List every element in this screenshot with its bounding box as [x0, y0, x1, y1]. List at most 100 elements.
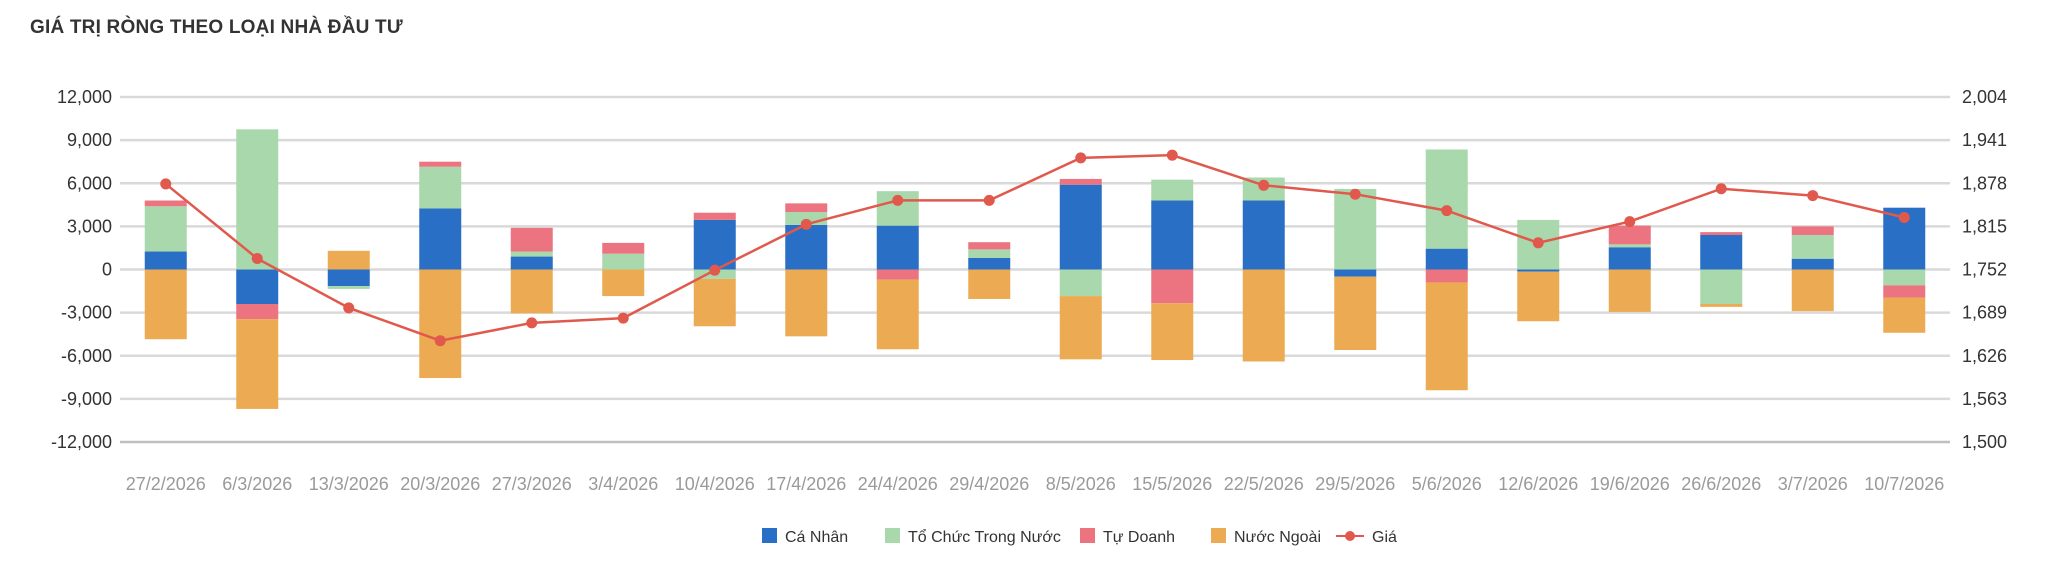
x-tick-label: 29/5/2026 — [1315, 474, 1395, 494]
bar-segment — [1334, 269, 1377, 277]
bar-segment — [144, 206, 187, 252]
price-point — [1258, 179, 1270, 191]
legend-swatch — [1211, 528, 1226, 543]
bar-segment — [1151, 303, 1194, 361]
bar-segment — [693, 278, 736, 327]
bar-segment — [1608, 247, 1651, 270]
x-tick-label: 22/5/2026 — [1224, 474, 1304, 494]
price-point — [1441, 205, 1453, 217]
bar-segment — [876, 269, 919, 280]
legend-label: Tự Doanh — [1103, 529, 1175, 546]
bar-segment — [1425, 248, 1468, 270]
bar-segment — [1425, 149, 1468, 249]
price-point — [1166, 149, 1178, 161]
bar-segment — [1151, 179, 1194, 201]
bar-segment — [968, 269, 1011, 299]
bar-segment — [1791, 226, 1834, 235]
legend-label: Nước Ngoài — [1234, 529, 1321, 546]
x-tick-label: 5/6/2026 — [1412, 474, 1482, 494]
y2-tick-label: 1,563 — [1962, 389, 2007, 409]
legend-label: Cá Nhân — [785, 529, 848, 546]
legend-label: Giá — [1372, 529, 1397, 546]
bar-segment — [1700, 269, 1743, 304]
y2-tick-label: 1,626 — [1962, 346, 2007, 366]
y2-tick-label: 1,752 — [1962, 260, 2007, 280]
bar-segment — [876, 225, 919, 270]
bar-segment — [602, 269, 645, 297]
bar-segment — [602, 242, 645, 254]
bar-segment — [327, 286, 370, 289]
legend-line-marker — [1345, 531, 1355, 541]
y-tick-label: 12,000 — [57, 87, 112, 107]
bar-segment — [419, 208, 462, 270]
y-tick-label: 6,000 — [67, 173, 112, 193]
bar-segment — [236, 269, 279, 304]
bar-segment — [693, 212, 736, 220]
bar-segment — [1517, 269, 1560, 272]
bar-segment — [510, 269, 553, 314]
bar-segment — [1059, 184, 1102, 270]
price-point — [526, 317, 538, 329]
legend-swatch — [1080, 528, 1095, 543]
x-tick-label: 24/4/2026 — [858, 474, 938, 494]
bar-segment — [1791, 235, 1834, 259]
y-tick-label: 3,000 — [67, 216, 112, 236]
bar-segment — [236, 304, 279, 320]
x-tick-label: 10/7/2026 — [1864, 474, 1944, 494]
y-tick-label: -6,000 — [61, 346, 112, 366]
bar-segment — [1883, 297, 1926, 333]
price-point — [1075, 152, 1087, 164]
bar-segment — [1242, 269, 1285, 362]
bar-segment — [1700, 232, 1743, 235]
bar-segment — [144, 269, 187, 340]
y2-tick-label: 1,500 — [1962, 432, 2007, 452]
price-point — [1624, 216, 1636, 228]
y2-tick-label: 1,878 — [1962, 173, 2007, 193]
bar-segment — [1791, 258, 1834, 270]
x-tick-label: 19/6/2026 — [1590, 474, 1670, 494]
x-tick-label: 3/7/2026 — [1778, 474, 1848, 494]
x-tick-label: 20/3/2026 — [400, 474, 480, 494]
y2-tick-label: 1,941 — [1962, 130, 2007, 150]
legend-label: Tổ Chức Trong Nước — [908, 528, 1061, 546]
x-tick-label: 12/6/2026 — [1498, 474, 1578, 494]
price-point — [892, 194, 904, 206]
legend-swatch — [762, 528, 777, 543]
price-point — [1807, 190, 1819, 202]
y-axis-right: 2,004 1,941 1,878 1,815 1,752 1,689 1,626 1,563… — [1962, 87, 2007, 452]
x-tick-label: 10/4/2026 — [675, 474, 755, 494]
bar-segment — [1059, 178, 1102, 185]
bar-segment — [236, 129, 279, 270]
bar-segment — [419, 166, 462, 209]
bar-segment — [1608, 225, 1651, 245]
price-point — [1715, 183, 1727, 195]
bar-segment — [1608, 269, 1651, 312]
y-tick-label: -9,000 — [61, 389, 112, 409]
bar-segment — [968, 258, 1011, 270]
y-tick-label: -12,000 — [51, 432, 112, 452]
bar-segment — [876, 279, 919, 350]
x-tick-label: 29/4/2026 — [949, 474, 1029, 494]
bar-segment — [1425, 282, 1468, 391]
price-point — [983, 194, 995, 206]
bar-segment — [1334, 276, 1377, 350]
bar-segment — [1151, 200, 1194, 270]
bar-segment — [1700, 304, 1743, 307]
grid-lines — [120, 95, 1950, 444]
x-tick-label: 13/3/2026 — [309, 474, 389, 494]
y-tick-label: -3,000 — [61, 303, 112, 323]
bar-segment — [1700, 235, 1743, 270]
x-tick-label: 27/2/2026 — [126, 474, 206, 494]
bar-segment — [510, 251, 553, 257]
bar-segment — [327, 250, 370, 270]
price-point — [343, 302, 355, 314]
bar-segment — [1151, 269, 1194, 304]
bar-segment — [144, 251, 187, 270]
bar-segment — [1334, 189, 1377, 270]
y-axis-left: 12,000 9,000 6,000 3,000 0 -3,000 -6,000 -9,000… — [51, 87, 112, 452]
y2-tick-label: 1,815 — [1962, 216, 2007, 236]
bar-segment — [785, 269, 828, 337]
bar-segment — [419, 161, 462, 167]
x-tick-label: 26/6/2026 — [1681, 474, 1761, 494]
